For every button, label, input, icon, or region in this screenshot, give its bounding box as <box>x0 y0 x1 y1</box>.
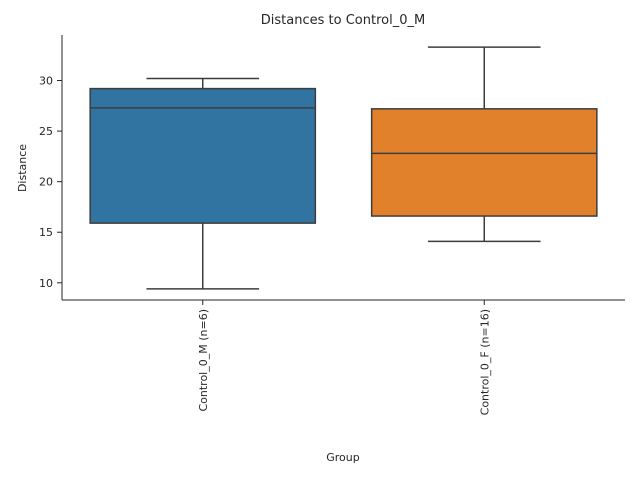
box-group <box>370 46 598 243</box>
box-iqr <box>89 87 317 224</box>
y-tick-label: 10 <box>39 277 53 290</box>
box-iqr <box>370 108 598 217</box>
x-tick-label: Control_0_M (n=6) <box>197 309 210 412</box>
boxes <box>89 46 598 290</box>
y-tick-label: 30 <box>39 75 53 88</box>
y-axis-label: Distance <box>16 144 29 192</box>
chart-title: Distances to Control_0_M <box>261 13 425 28</box>
x-axis-label: Group <box>326 451 360 464</box>
x-ticks: Control_0_M (n=6) Control_0_F (n=16) <box>197 300 491 415</box>
x-tick-label: Control_0_F (n=16) <box>478 309 491 415</box>
y-tick-label: 20 <box>39 176 53 189</box>
y-ticks: 10 15 20 25 30 <box>39 75 62 290</box>
y-tick-label: 15 <box>39 226 53 239</box>
box-group <box>89 77 317 290</box>
y-tick-label: 25 <box>39 125 53 138</box>
